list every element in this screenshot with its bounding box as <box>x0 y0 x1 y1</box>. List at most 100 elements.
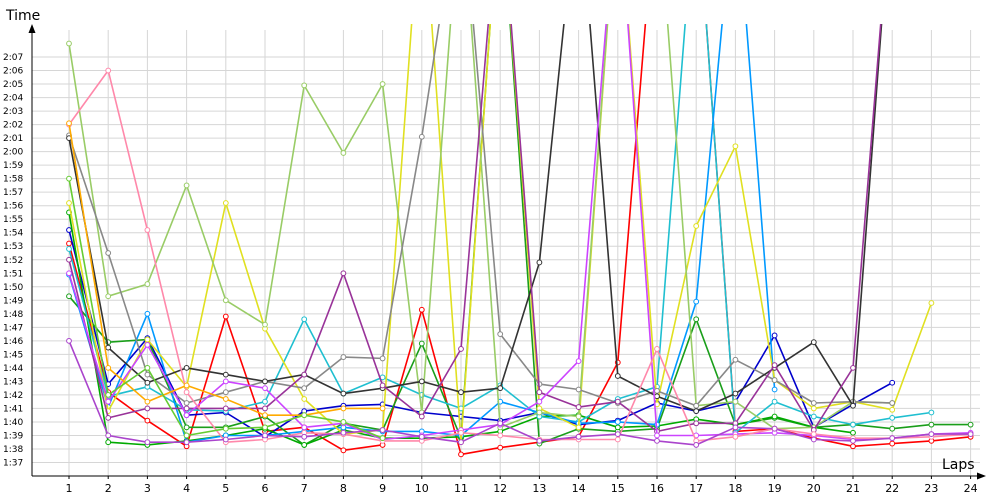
x-tick-label: 1 <box>66 482 73 495</box>
data-point <box>458 439 464 446</box>
data-point <box>66 175 72 182</box>
data-point <box>614 398 621 405</box>
data-point <box>889 400 896 406</box>
data-point <box>810 431 817 438</box>
data-point <box>497 385 504 392</box>
data-point <box>105 250 112 256</box>
data-point <box>301 82 308 89</box>
data-point <box>732 356 739 363</box>
data-point <box>183 439 190 446</box>
data-point <box>850 437 856 444</box>
data-point <box>418 378 425 385</box>
data-point <box>222 425 229 432</box>
data-point <box>732 424 739 431</box>
data-point <box>771 377 778 383</box>
data-point <box>418 413 425 420</box>
data-point <box>379 435 386 442</box>
data-point <box>105 67 112 74</box>
data-point <box>810 413 817 420</box>
y-tick-label: 1:46 <box>3 337 23 347</box>
data-point <box>105 293 112 300</box>
data-point <box>340 405 347 412</box>
data-point <box>654 387 660 394</box>
data-point <box>301 412 308 419</box>
x-tick-label: 13 <box>532 482 546 495</box>
data-point <box>693 223 700 229</box>
x-tick-label: 8 <box>340 482 347 495</box>
y-axis-title: Time <box>5 8 40 24</box>
data-point <box>262 385 268 392</box>
data-point <box>889 425 896 432</box>
data-point <box>222 405 229 412</box>
data-point <box>771 332 778 339</box>
data-point <box>654 437 660 444</box>
axes: Time Laps <box>5 8 986 480</box>
data-point <box>340 419 347 425</box>
data-point <box>183 400 190 406</box>
data-point <box>144 439 151 446</box>
y-tick-label: 1:56 <box>3 202 23 212</box>
data-point <box>379 81 386 87</box>
data-point <box>889 440 896 447</box>
data-point <box>497 331 504 337</box>
data-point <box>379 382 386 389</box>
series-16 <box>66 175 386 442</box>
data-point <box>262 398 268 405</box>
series-12 <box>66 24 974 443</box>
x-tick-label: 11 <box>454 482 468 495</box>
x-tick-label: 17 <box>689 482 703 495</box>
data-point <box>144 371 151 378</box>
data-point <box>418 133 425 140</box>
series-lines <box>66 24 974 458</box>
y-tick-label: 2:00 <box>3 148 23 158</box>
data-point <box>889 435 896 442</box>
data-point <box>536 259 543 266</box>
x-tick-label: 15 <box>611 482 625 495</box>
data-point <box>105 439 112 446</box>
data-point <box>66 256 72 263</box>
data-point <box>771 425 778 432</box>
data-point <box>222 371 229 378</box>
data-point <box>379 405 386 412</box>
x-tick-label: 4 <box>183 482 190 495</box>
data-point <box>575 386 582 393</box>
y-tick-label: 1:45 <box>3 350 23 360</box>
data-point <box>928 421 935 428</box>
data-point <box>693 442 700 448</box>
data-point <box>183 412 190 419</box>
data-point <box>418 433 425 440</box>
x-axis-arrow <box>977 472 986 480</box>
data-point <box>536 398 543 405</box>
x-tick-label: 16 <box>650 482 664 495</box>
data-point <box>144 379 151 386</box>
data-point <box>967 421 974 428</box>
data-point <box>889 414 896 421</box>
data-point <box>889 406 896 413</box>
y-tick-label: 1:51 <box>3 269 23 279</box>
data-point <box>222 436 229 443</box>
data-point <box>222 200 229 206</box>
data-point <box>222 396 229 402</box>
data-point <box>262 432 268 439</box>
data-point <box>536 409 543 416</box>
y-tick-label: 1:53 <box>3 242 23 252</box>
y-tick-label: 2:01 <box>3 134 23 144</box>
data-point <box>66 227 72 233</box>
y-tick-label: 1:52 <box>3 256 23 266</box>
data-point <box>222 378 229 385</box>
y-tick-label: 1:40 <box>3 418 23 428</box>
data-point <box>105 432 112 439</box>
data-point <box>732 143 739 150</box>
data-point <box>340 390 347 397</box>
data-point <box>810 405 817 412</box>
y-tick-label: 1:44 <box>3 364 23 374</box>
data-point <box>614 424 621 431</box>
data-point <box>693 402 700 409</box>
data-point <box>771 362 778 369</box>
series-line <box>68 24 893 430</box>
x-tick-label: 10 <box>415 482 429 495</box>
data-point <box>340 447 347 454</box>
data-point <box>183 382 190 389</box>
data-point <box>301 442 308 448</box>
data-point <box>340 270 347 277</box>
